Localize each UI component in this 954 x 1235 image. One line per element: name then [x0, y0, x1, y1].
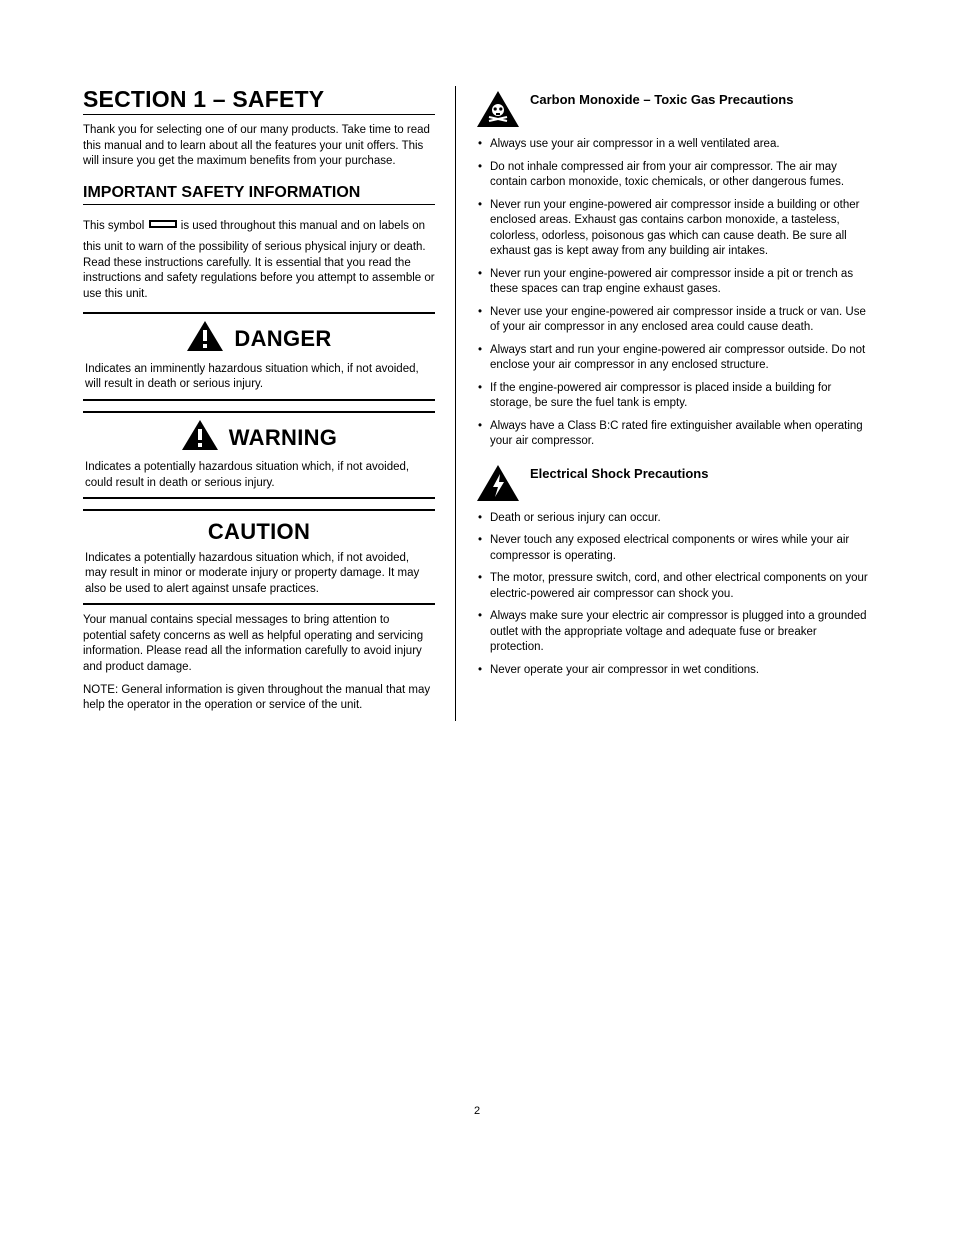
- list-item: Do not inhale compressed air from your a…: [476, 160, 871, 191]
- electrical-bullets: Death or serious injury can occur. Never…: [476, 511, 871, 679]
- hazard-warning-word: WARNING: [229, 423, 337, 453]
- skull-toxic-icon: [476, 90, 520, 131]
- closing-paragraphs: Your manual contains special messages to…: [83, 613, 435, 713]
- left-column: SECTION 1 – SAFETY Thank you for selecti…: [83, 86, 456, 721]
- hazard-danger-box: DANGER Indicates an imminently hazardous…: [83, 312, 435, 401]
- intro-paragraph: Thank you for selecting one of our many …: [83, 123, 435, 170]
- list-item: Never touch any exposed electrical compo…: [476, 533, 871, 564]
- hazard-caution-box: CAUTION Indicates a potentially hazardou…: [83, 509, 435, 605]
- hazard-warning-body: Indicates a potentially hazardous situat…: [85, 460, 433, 491]
- safety-sym-lead: This symbol: [83, 220, 144, 232]
- list-item: Always have a Class B:C rated fire extin…: [476, 419, 871, 450]
- list-item: The motor, pressure switch, cord, and ot…: [476, 571, 871, 602]
- carbon-monoxide-bullets: Always use your air compressor in a well…: [476, 137, 871, 450]
- section-electrical-header: Electrical Shock Precautions: [476, 464, 871, 505]
- list-item: Never operate your air compressor in wet…: [476, 663, 871, 679]
- column-container: SECTION 1 – SAFETY Thank you for selecti…: [83, 86, 871, 721]
- hazard-caution-body: Indicates a potentially hazardous situat…: [85, 551, 433, 598]
- hazard-warning-header: WARNING: [85, 419, 433, 457]
- hazard-danger-body: Indicates an imminently hazardous situat…: [85, 362, 433, 393]
- page-number: 2: [0, 1105, 954, 1117]
- section-carbon-monoxide-header: Carbon Monoxide – Toxic Gas Precautions: [476, 90, 871, 131]
- page: SECTION 1 – SAFETY Thank you for selecti…: [83, 86, 871, 721]
- right-column: Carbon Monoxide – Toxic Gas Precautions …: [456, 86, 871, 721]
- bolt-shock-icon: [476, 464, 520, 505]
- alert-triangle-inline-icon: [149, 213, 177, 241]
- list-item: Always start and run your engine-powered…: [476, 343, 871, 374]
- list-item: Always use your air compressor in a well…: [476, 137, 871, 153]
- list-item: If the engine-powered air compressor is …: [476, 381, 871, 412]
- list-item: Never run your engine-powered air compre…: [476, 267, 871, 298]
- subheading-text: IMPORTANT SAFETY INFORMATION: [83, 184, 360, 202]
- hazard-danger-word: DANGER: [234, 324, 331, 354]
- section-carbon-monoxide-title: Carbon Monoxide – Toxic Gas Precautions: [530, 90, 793, 107]
- alert-triangle-icon: [181, 419, 219, 457]
- list-item: Never use your engine-powered air compre…: [476, 305, 871, 336]
- section-heading: SECTION 1 – SAFETY: [83, 86, 435, 115]
- safety-symbol-paragraph: This symbol is used throughout this manu…: [83, 213, 435, 303]
- hazard-caution-header: CAUTION: [85, 517, 433, 547]
- list-item: Death or serious injury can occur.: [476, 511, 871, 527]
- list-item: Never run your engine-powered air compre…: [476, 198, 871, 260]
- closing-p1: Your manual contains special messages to…: [83, 613, 435, 675]
- section-electrical-title: Electrical Shock Precautions: [530, 464, 708, 481]
- list-item: Always make sure your electric air compr…: [476, 609, 871, 656]
- subheading-important-safety: IMPORTANT SAFETY INFORMATION: [83, 184, 435, 205]
- hazard-caution-word: CAUTION: [208, 517, 310, 547]
- hazard-danger-header: DANGER: [85, 320, 433, 358]
- hazard-warning-box: WARNING Indicates a potentially hazardou…: [83, 411, 435, 500]
- alert-triangle-icon: [186, 320, 224, 358]
- closing-p2: NOTE: General information is given throu…: [83, 683, 435, 714]
